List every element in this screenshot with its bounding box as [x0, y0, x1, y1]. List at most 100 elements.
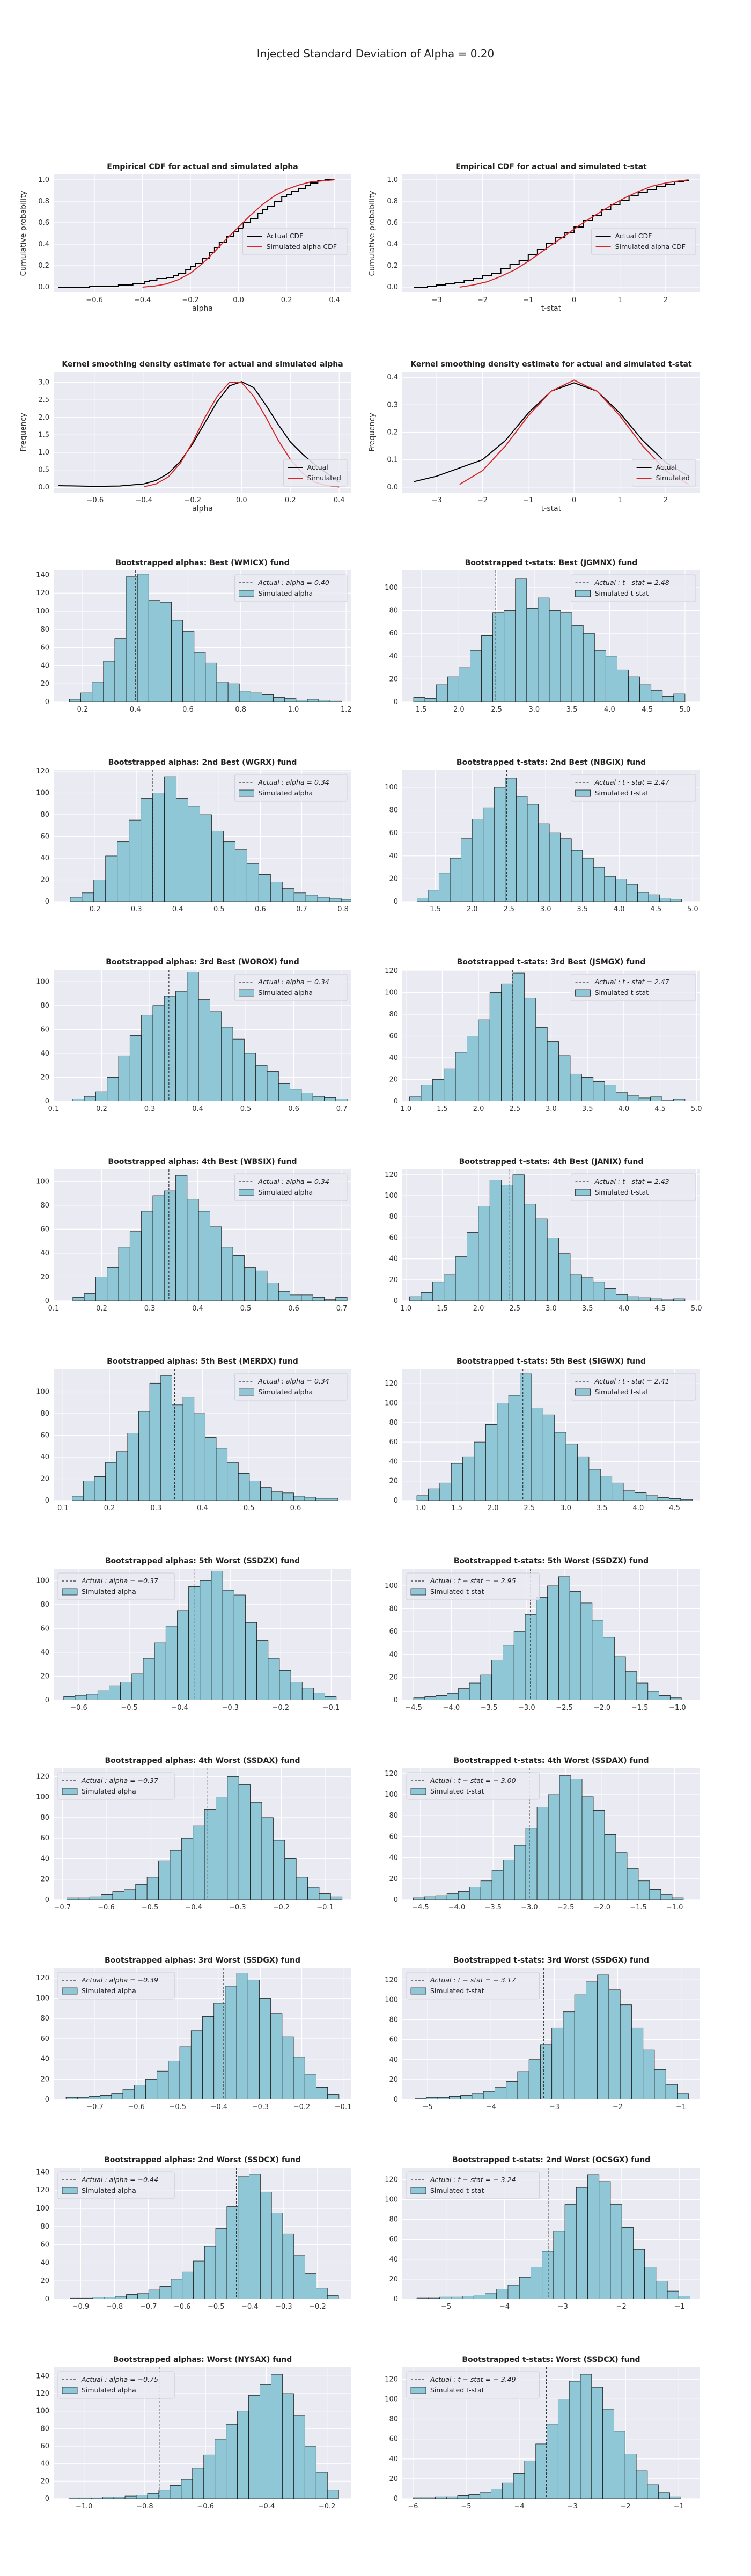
histogram-bar — [472, 2093, 484, 2099]
legend-label: Simulated alpha — [258, 789, 313, 797]
chart-panel-17: −0.7 −0.6 −0.5 −0.4 −0.3 −0.2 −0.1 0 20 40 60 80 100… — [36, 1757, 351, 1912]
histogram-bar — [193, 2260, 205, 2299]
histogram-bar — [129, 819, 142, 902]
y-tick-label: 100 — [385, 1582, 398, 1590]
histogram-bar — [656, 2281, 668, 2299]
histogram-bar — [665, 2084, 678, 2099]
x-tick-label: 4.5 — [642, 706, 653, 714]
histogram-bar — [250, 1802, 262, 1900]
y-tick-label: 3.0 — [38, 379, 49, 387]
x-tick-label: 2.0 — [453, 706, 465, 714]
histogram-bar — [65, 2097, 78, 2099]
histogram-bar — [81, 2297, 93, 2299]
chart-panel-14: 1.0 1.5 2.0 2.5 3.0 3.5 4.0 4.5 0 20 40 60 80 100 120 B… — [385, 1357, 700, 1512]
x-tick-label: 0 — [572, 296, 576, 304]
histogram-bar — [600, 1476, 613, 1501]
x-tick-label: 1.5 — [437, 1105, 448, 1113]
histogram-bar — [67, 1897, 79, 1900]
y-tick-label: 0 — [45, 2295, 49, 2303]
x-tick-label: 3.5 — [582, 1305, 593, 1313]
histogram-bar — [238, 2176, 249, 2299]
legend: Actual Simulated — [632, 459, 696, 487]
histogram-bar — [211, 830, 224, 902]
legend-label: Simulated t-stat — [430, 1787, 484, 1795]
chart-title: Bootstrapped t-stats: 2nd Best (NBGIX) f… — [457, 758, 646, 767]
x-tick-label: −3.5 — [481, 1704, 498, 1712]
y-tick-label: 120 — [385, 2375, 398, 2383]
x-tick-label: 2.5 — [503, 905, 514, 913]
chart-title: Empirical CDF for actual and simulated t… — [455, 163, 647, 171]
histogram-bar — [273, 1840, 285, 1900]
histogram-bar — [152, 793, 165, 902]
histogram-bar — [413, 1697, 425, 1700]
x-tick-label: 1.5 — [451, 1504, 462, 1512]
histogram-bar — [593, 1282, 605, 1301]
histogram-bar — [268, 1658, 280, 1700]
histogram-bar — [293, 1496, 305, 1501]
legend: Actual : t − stat = − 3.00 Simulated t-st… — [406, 1772, 540, 1800]
x-tick-label: −2 — [616, 2303, 627, 2311]
histogram-bar — [187, 972, 199, 1101]
y-tick-label: 0 — [45, 1097, 49, 1106]
histogram-bar — [107, 1077, 119, 1101]
histogram-bar — [249, 1481, 261, 1501]
y-tick-label: 80 — [389, 1011, 398, 1019]
x-tick-label: −0.3 — [275, 2303, 292, 2311]
histogram-bar — [307, 1887, 320, 1900]
histogram-bar — [424, 1896, 436, 1900]
y-tick-label: 60 — [40, 644, 49, 652]
x-tick-label: 2.0 — [467, 905, 478, 913]
histogram-bar — [502, 2482, 514, 2499]
histogram-bar — [446, 2496, 458, 2499]
y-tick-label: 100 — [36, 1995, 49, 2003]
x-tick-label: −4 — [514, 2502, 524, 2511]
x-tick-label: −4 — [499, 2303, 510, 2311]
x-tick-label: −0.2 — [309, 2303, 326, 2311]
legend: Actual : t − stat = − 3.17 Simulated t-st… — [406, 1972, 540, 2000]
legend-label: Actual : t - stat = 2.47 — [594, 778, 669, 786]
legend-swatch-patch — [62, 2187, 78, 2194]
histogram-bar — [284, 1858, 297, 1900]
histogram-bar — [649, 1889, 661, 1900]
y-tick-label: 80 — [389, 1605, 398, 1613]
histogram-bar — [461, 838, 473, 902]
histogram-bar — [179, 2046, 192, 2099]
y-tick-label: 60 — [389, 1438, 398, 1446]
x-tick-label: −2.0 — [593, 1904, 610, 1912]
histogram-bar — [515, 578, 527, 702]
x-tick-label: 4.0 — [633, 1504, 644, 1512]
legend-label: Actual — [656, 463, 677, 471]
y-tick-label: 40 — [40, 1649, 49, 1657]
histogram-bar — [571, 625, 584, 702]
histogram-bar — [507, 2285, 520, 2299]
x-tick-label: −5 — [461, 2502, 471, 2511]
histogram-bar — [255, 1270, 268, 1301]
histogram-bar — [84, 1096, 96, 1101]
y-tick-label: 100 — [385, 1996, 398, 2004]
histogram-bar — [327, 2490, 339, 2499]
histogram-bar — [89, 2096, 101, 2099]
histogram-bar — [580, 2374, 592, 2499]
x-tick-label: 1 — [617, 296, 622, 304]
y-tick-label: 120 — [36, 2390, 49, 2398]
legend-box — [57, 1972, 175, 2000]
x-tick-label: 0.3 — [144, 1305, 156, 1313]
histogram-bar — [460, 2095, 473, 2099]
histogram-bar — [177, 1610, 189, 1700]
x-tick-label: 1.5 — [416, 706, 427, 714]
histogram-bar — [221, 1247, 233, 1301]
chart-title: Bootstrapped alphas: 3rd Best (WOROX) fu… — [106, 958, 299, 967]
x-tick-label: −4.5 — [412, 1904, 429, 1912]
histogram-bar — [227, 683, 240, 702]
y-tick-label: 0.2 — [38, 262, 49, 270]
histogram-bar — [175, 1175, 188, 1301]
histogram-bar — [520, 1373, 532, 1501]
histogram-bar — [594, 650, 606, 702]
histogram-bar — [244, 1267, 256, 1301]
legend-label: Actual CDF — [615, 232, 652, 240]
chart-panel-21: −0.9 −0.8 −0.7 −0.6 −0.5 −0.4 −0.3 −0.2 0 20 40 60 8… — [36, 2156, 351, 2311]
histogram-bar — [564, 2204, 577, 2299]
histogram-bar — [549, 832, 561, 902]
histogram-bar — [548, 1794, 560, 1900]
histogram-bar — [82, 892, 94, 902]
